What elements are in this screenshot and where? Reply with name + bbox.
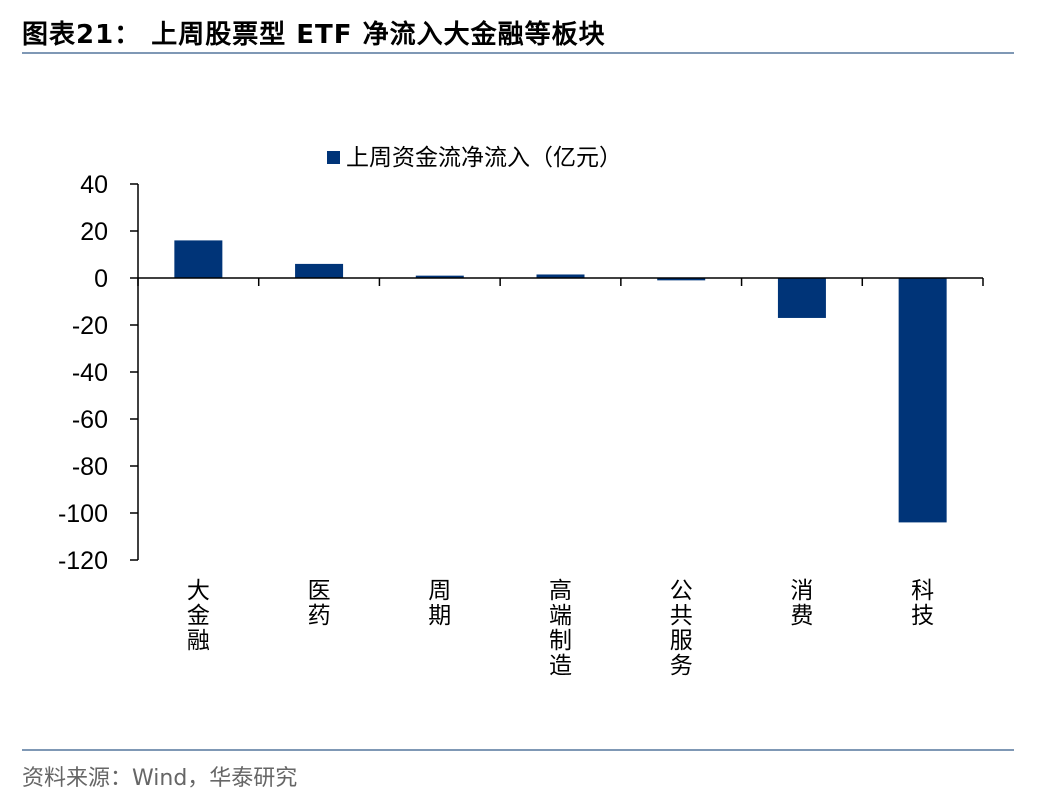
y-tick-label: 20: [80, 218, 108, 246]
y-tick-label: -20: [72, 312, 108, 340]
x-category-label: 消费: [790, 578, 813, 629]
y-tick-label: -120: [58, 547, 108, 575]
page-title: 图表21： 上周股票型 ETF 净流入大金融等板块: [22, 20, 606, 50]
y-tick-label: -100: [58, 500, 108, 528]
x-axis: 大金融 医药 周期 高端制造 公共服务 消费 科技: [137, 277, 984, 679]
legend-label: 上周资金流净流入（亿元）: [346, 145, 622, 171]
bar-公共服务: [657, 278, 706, 281]
bar-大金融: [174, 240, 223, 278]
bar-周期: [415, 275, 464, 278]
bar-series: [174, 240, 947, 523]
bar-消费: [777, 278, 826, 318]
y-tick-label: -40: [72, 359, 108, 387]
bar-高端制造: [536, 274, 585, 278]
top-divider: [22, 52, 1014, 54]
x-category-label: 公共服务: [670, 578, 693, 679]
legend-swatch: [327, 151, 340, 164]
y-tick-label: -80: [72, 453, 108, 481]
source-note: 资料来源：Wind，华泰研究: [22, 766, 298, 791]
bar-医药: [295, 263, 344, 278]
y-tick-label: -60: [72, 406, 108, 434]
bar-科技: [898, 278, 947, 523]
x-category-label: 大金融: [187, 578, 210, 654]
chart-legend: 上周资金流净流入（亿元）: [327, 145, 622, 171]
x-category-label: 高端制造: [549, 578, 572, 679]
y-axis: 40 20 0 -20 -40 -60 -80 -100 -120: [58, 171, 139, 575]
x-category-label: 周期: [428, 578, 451, 629]
x-category-label: 医药: [308, 578, 331, 629]
x-category-label: 科技: [911, 578, 934, 629]
y-tick-label: 40: [80, 171, 108, 199]
y-tick-label: 0: [94, 265, 108, 293]
bottom-divider: [22, 749, 1014, 751]
